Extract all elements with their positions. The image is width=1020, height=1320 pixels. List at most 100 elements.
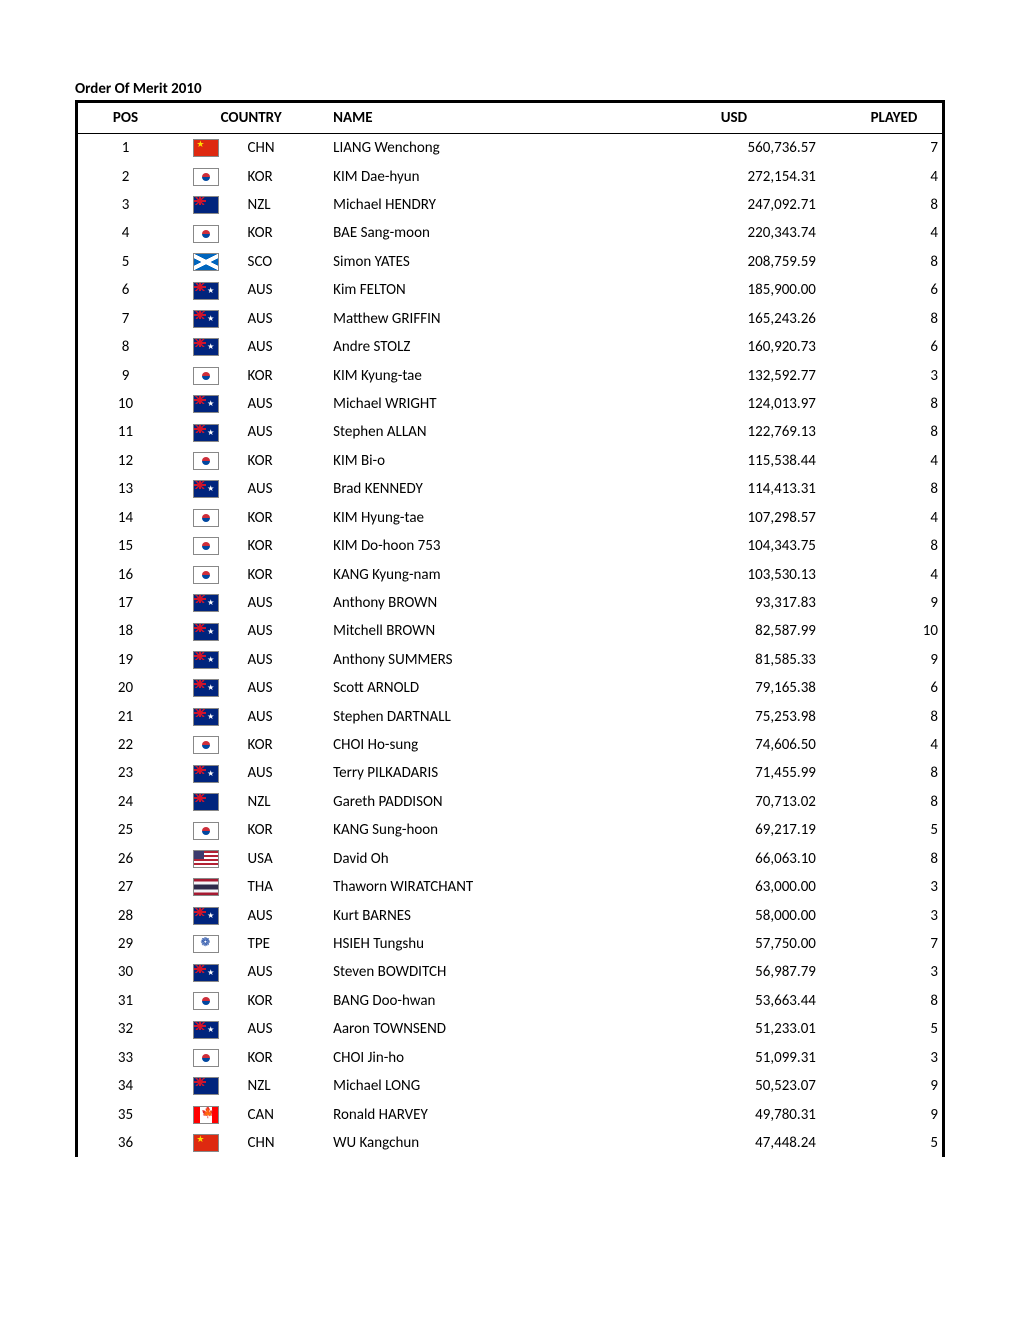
cell-usd: 103,530.13 [618,560,846,588]
cell-pos: 16 [77,560,174,588]
cell-played: 6 [846,276,944,304]
flag-icon [193,139,219,157]
cell-usd: 247,092.71 [618,191,846,219]
cell-pos: 14 [77,503,174,531]
cell-pos: 27 [77,873,174,901]
cell-played: 8 [846,759,944,787]
flag-icon [193,850,219,868]
table-row: 14KORKIM Hyung-tae107,298.574 [77,503,944,531]
cell-country-code: KOR [240,162,330,190]
cell-flag [173,532,239,560]
cell-pos: 26 [77,845,174,873]
cell-name: KIM Bi-o [329,447,618,475]
cell-played: 10 [846,617,944,645]
cell-flag [173,191,239,219]
table-row: 13AUSBrad KENNEDY114,413.318 [77,475,944,503]
flag-icon [193,509,219,527]
table-row: 27THAThaworn WIRATCHANT63,000.003 [77,873,944,901]
cell-name: Thaworn WIRATCHANT [329,873,618,901]
cell-usd: 74,606.50 [618,731,846,759]
cell-usd: 51,099.31 [618,1044,846,1072]
cell-flag [173,702,239,730]
cell-country-code: AUS [240,759,330,787]
flag-icon [193,679,219,697]
table-row: 4KORBAE Sang-moon220,343.744 [77,219,944,247]
cell-flag [173,646,239,674]
cell-pos: 13 [77,475,174,503]
cell-played: 8 [846,191,944,219]
page-title: Order Of Merit 2010 [75,80,945,98]
page: Order Of Merit 2010 POS COUNTRY NAME USD… [0,0,1020,1197]
cell-country-code: KOR [240,503,330,531]
table-body: 1CHNLIANG Wenchong560,736.5772KORKIM Dae… [77,134,944,1158]
cell-usd: 104,343.75 [618,532,846,560]
cell-usd: 93,317.83 [618,589,846,617]
cell-pos: 33 [77,1044,174,1072]
cell-pos: 32 [77,1015,174,1043]
cell-flag [173,248,239,276]
cell-name: Stephen DARTNALL [329,702,618,730]
table-row: 9KORKIM Kyung-tae132,592.773 [77,361,944,389]
cell-played: 6 [846,674,944,702]
cell-pos: 22 [77,731,174,759]
cell-pos: 24 [77,788,174,816]
table-row: 26USADavid Oh66,063.108 [77,845,944,873]
cell-pos: 6 [77,276,174,304]
cell-pos: 18 [77,617,174,645]
cell-usd: 132,592.77 [618,361,846,389]
cell-country-code: KOR [240,447,330,475]
cell-name: KIM Dae-hyun [329,162,618,190]
table-row: 11AUSStephen ALLAN122,769.138 [77,418,944,446]
cell-flag [173,1072,239,1100]
cell-name: Brad KENNEDY [329,475,618,503]
cell-flag [173,759,239,787]
cell-flag [173,219,239,247]
flag-icon [193,765,219,783]
cell-name: WU Kangchun [329,1129,618,1157]
flag-icon [193,253,219,271]
table-row: 23AUSTerry PILKADARIS71,455.998 [77,759,944,787]
cell-usd: 560,736.57 [618,134,846,163]
flag-icon [193,566,219,584]
cell-usd: 70,713.02 [618,788,846,816]
cell-pos: 3 [77,191,174,219]
cell-country-code: AUS [240,418,330,446]
cell-usd: 57,750.00 [618,930,846,958]
cell-pos: 19 [77,646,174,674]
flag-icon [193,736,219,754]
cell-flag [173,589,239,617]
cell-played: 8 [846,987,944,1015]
cell-played: 4 [846,731,944,759]
cell-usd: 208,759.59 [618,248,846,276]
cell-flag [173,361,239,389]
cell-flag [173,418,239,446]
cell-name: CHOI Ho-sung [329,731,618,759]
col-header-usd: USD [618,102,846,134]
flag-icon [193,282,219,300]
cell-played: 3 [846,1044,944,1072]
cell-flag [173,447,239,475]
table-row: 15KORKIM Do-hoon 753104,343.758 [77,532,944,560]
flag-icon [193,196,219,214]
cell-pos: 9 [77,361,174,389]
table-row: 10AUSMichael WRIGHT124,013.978 [77,390,944,418]
cell-flag [173,987,239,1015]
cell-played: 3 [846,958,944,986]
cell-played: 8 [846,305,944,333]
flag-icon [193,225,219,243]
cell-name: Michael WRIGHT [329,390,618,418]
cell-usd: 51,233.01 [618,1015,846,1043]
col-header-played: PLAYED [846,102,944,134]
table-row: 19AUSAnthony SUMMERS81,585.339 [77,646,944,674]
flag-icon [193,935,219,953]
cell-country-code: THA [240,873,330,901]
cell-usd: 49,780.31 [618,1100,846,1128]
cell-flag [173,305,239,333]
cell-country-code: AUS [240,305,330,333]
cell-pos: 30 [77,958,174,986]
cell-flag [173,560,239,588]
cell-country-code: AUS [240,958,330,986]
cell-name: Kim FELTON [329,276,618,304]
cell-name: BANG Doo-hwan [329,987,618,1015]
cell-usd: 114,413.31 [618,475,846,503]
